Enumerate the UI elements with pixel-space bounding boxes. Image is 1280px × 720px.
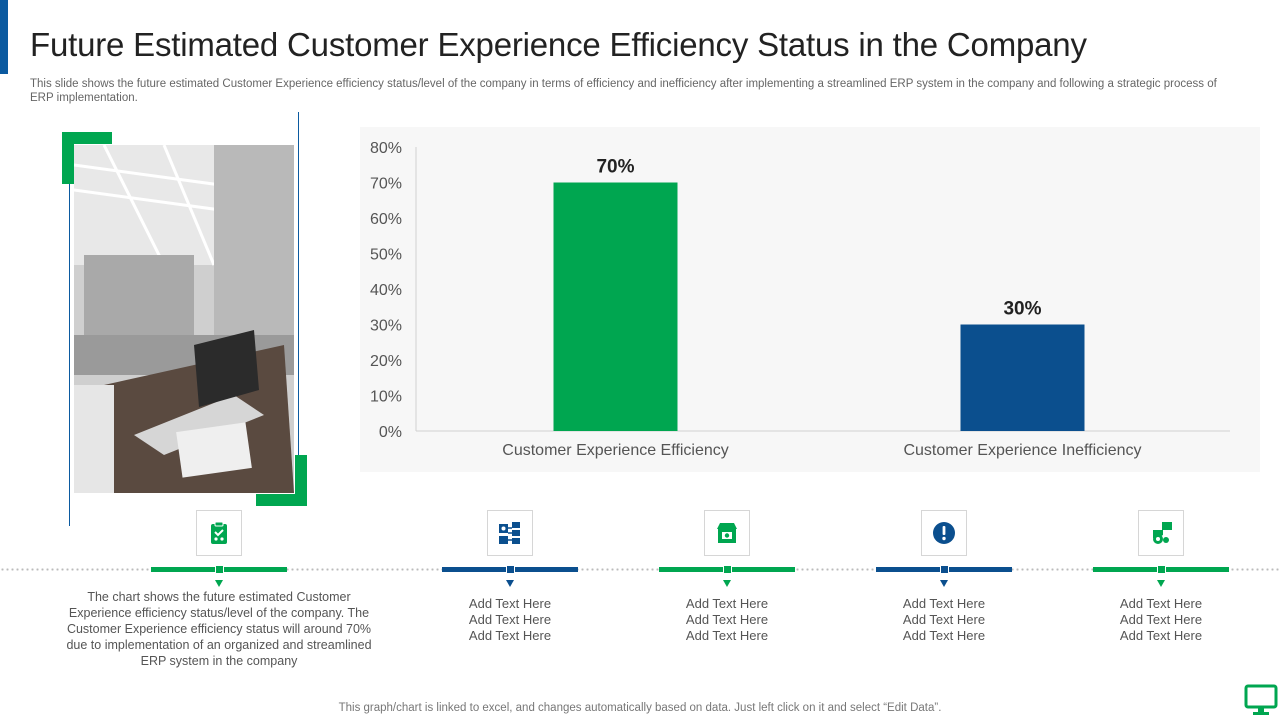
timeline-text-line[interactable]: Add Text Here [685,596,769,611]
timeline-arrow [1157,580,1165,587]
timeline-text-line[interactable]: Add Text Here [1119,596,1203,611]
page-title: Future Estimated Customer Experience Eff… [30,26,1087,63]
timeline-arrow [506,580,514,587]
timeline-text-line[interactable]: Add Text Here [902,596,986,611]
x-category-label: Customer Experience Inefficiency [903,442,1141,459]
footer-note: This graph/chart is linked to excel, and… [338,702,942,714]
photo-frame-line-left [69,150,70,526]
timeline-dotted-line [0,568,1280,571]
shop-icon [714,520,740,546]
timeline-text-line[interactable]: Add Text Here [902,612,986,627]
network-icon [497,520,523,546]
timeline-text-line[interactable]: Add Text Here [468,628,552,643]
photo-corner-accent-top-left [62,132,112,184]
timeline-text-line[interactable]: Add Text Here [685,628,769,643]
photo-frame-line-right [298,112,299,492]
timeline-text-line[interactable]: Add Text Here [1119,628,1203,643]
y-tick-label: 30% [370,318,402,335]
alert-icon [931,520,957,546]
timeline-node [505,565,515,574]
timeline-text-block: Add Text Here Add Text Here Add Text Here [869,596,1019,644]
bar-inefficiency[interactable] [960,324,1085,432]
timeline-text-line[interactable]: Add Text Here [468,596,552,611]
y-tick-label: 70% [370,176,402,193]
timeline-icon-box [487,510,533,556]
timeline-text-block: Add Text Here Add Text Here Add Text Here [652,596,802,644]
timeline-text-line[interactable]: Add Text Here [468,612,552,627]
x-category-label: Customer Experience Efficiency [502,442,728,459]
timeline-icon-box [704,510,750,556]
bar-data-label: 70% [596,157,634,178]
monitor-icon[interactable] [1244,684,1278,716]
bar-data-label: 30% [1003,299,1041,320]
timeline-node [214,565,224,574]
gear-hand-icon [1148,520,1174,546]
office-photo [74,145,294,493]
y-tick-label: 10% [370,389,402,406]
timeline-arrow [723,580,731,587]
timeline-text-line[interactable]: Add Text Here [685,612,769,627]
timeline-icon-box [921,510,967,556]
timeline-arrow [215,580,223,587]
y-tick-label: 50% [370,247,402,264]
timeline-arrow [940,580,948,587]
bar-efficiency[interactable] [553,182,678,432]
chart-background[interactable] [360,127,1260,472]
timeline-description: The chart shows the future estimated Cus… [66,590,372,668]
y-tick-label: 80% [370,140,402,157]
y-tick-label: 40% [370,282,402,299]
y-tick-label: 20% [370,353,402,370]
page-subtitle: This slide shows the future estimated Cu… [30,78,1217,104]
timeline-text-block: Add Text Here Add Text Here Add Text Here [1086,596,1236,644]
timeline-text-line[interactable]: Add Text Here [1119,612,1203,627]
photo-corner-accent-bottom-right [256,455,307,506]
bar-chart[interactable]: 0% 10% 20% 30% 40% 50% 60% 70% 80% 70% 30% Custom… [360,127,1260,472]
y-tick-label: 60% [370,211,402,228]
timeline-icon-box [1138,510,1184,556]
timeline-icon-box [196,510,242,556]
timeline-node [722,565,732,574]
office-photo-illustration [74,145,294,493]
timeline-text-line[interactable]: Add Text Here [902,628,986,643]
timeline-text-block: Add Text Here Add Text Here Add Text Here [435,596,585,644]
title-accent-bar [0,0,8,74]
clipboard-icon [206,520,232,546]
timeline-node [939,565,949,574]
y-tick-label: 0% [379,424,402,441]
timeline-node [1156,565,1166,574]
